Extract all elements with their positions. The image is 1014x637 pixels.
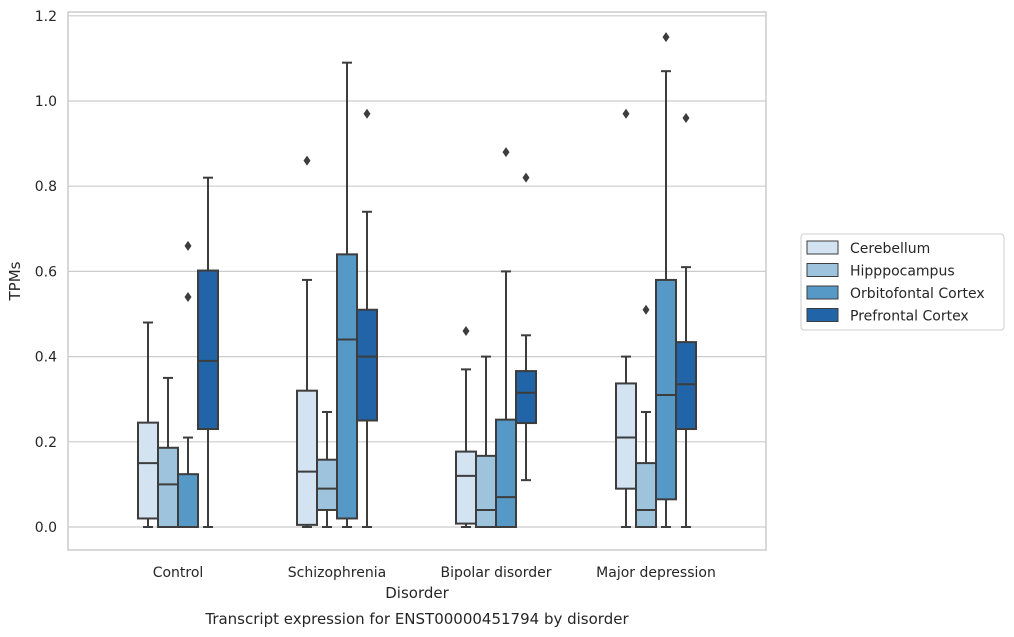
- outlier-point: [622, 108, 630, 119]
- box-iqr: [635, 462, 657, 529]
- box-cerebellum: [615, 108, 637, 528]
- box-prefrontal-cortex: [197, 176, 219, 528]
- y-tick-label: 0.0: [35, 520, 57, 536]
- box-orbitofontal-cortex: [655, 32, 677, 528]
- x-tick-label: Bipolar disorder: [440, 565, 551, 581]
- box-orbitofontal-cortex: [336, 61, 358, 528]
- outlier-point: [184, 240, 192, 251]
- x-axis-label: Disorder: [385, 584, 449, 602]
- outlier-point: [303, 155, 311, 166]
- outlier-point: [682, 113, 690, 124]
- box-iqr: [475, 454, 497, 528]
- grid-lines: [68, 15, 766, 528]
- y-tick-label: 1.2: [35, 9, 57, 25]
- box-hipppocampus: [157, 376, 179, 529]
- chart-title: Transcript expression for ENST0000045179…: [204, 610, 629, 628]
- outlier-point: [363, 108, 371, 119]
- box-iqr: [515, 370, 537, 425]
- box-iqr: [336, 253, 358, 520]
- box-layer: [137, 32, 697, 529]
- box-iqr: [296, 389, 318, 526]
- y-axis-label: TPMs: [6, 261, 24, 301]
- y-tick-label: 0.2: [35, 435, 57, 451]
- outlier-point: [502, 147, 510, 158]
- y-tick-label: 0.6: [35, 264, 57, 280]
- box-iqr: [197, 269, 219, 431]
- box-hipppocampus: [635, 304, 657, 529]
- box-iqr: [137, 421, 159, 520]
- x-tick-label: Major depression: [596, 565, 716, 581]
- outlier-point: [462, 326, 470, 337]
- legend-swatch: [806, 308, 839, 322]
- x-axis-ticks: Control Schizophrenia Bipolar disorder Majo…: [153, 565, 716, 581]
- legend-frame: [800, 233, 1005, 331]
- legend-label: Orbitofontal Cortex: [850, 286, 985, 302]
- legend-swatch: [806, 285, 839, 300]
- legend-label: Prefrontal Cortex: [850, 309, 969, 325]
- y-tick-label: 0.4: [35, 350, 57, 366]
- box-prefrontal-cortex: [675, 113, 697, 528]
- x-tick-label: Control: [153, 565, 204, 581]
- outlier-point: [522, 172, 530, 183]
- legend-swatch: [806, 240, 839, 255]
- plot-area: [67, 11, 767, 551]
- box-hipppocampus: [316, 410, 338, 528]
- legend: Cerebellum Hipppocampus Orbitofontal Corte…: [800, 233, 1005, 331]
- y-tick-label: 1.0: [35, 94, 57, 110]
- box-iqr: [356, 308, 378, 422]
- y-tick-label: 0.8: [35, 179, 57, 195]
- box-cerebellum: [296, 155, 318, 528]
- box-iqr: [615, 382, 637, 490]
- outlier-point: [184, 291, 192, 302]
- box-iqr: [455, 450, 477, 525]
- x-tick-label: Schizophrenia: [288, 565, 386, 581]
- box-prefrontal-cortex: [356, 108, 378, 528]
- box-orbitofontal-cortex: [177, 240, 199, 528]
- box-iqr: [675, 341, 697, 431]
- box-iqr: [316, 458, 338, 511]
- box-prefrontal-cortex: [515, 172, 537, 482]
- box-iqr: [495, 418, 517, 529]
- y-axis-ticks: 0.0 0.2 0.4 0.6 0.8 1.0 1.2: [35, 9, 57, 536]
- box-iqr: [177, 473, 199, 528]
- outlier-point: [662, 32, 670, 43]
- box-cerebellum: [137, 321, 159, 528]
- box-orbitofontal-cortex: [495, 147, 517, 529]
- legend-label: Hipppocampus: [850, 264, 955, 280]
- box-iqr: [655, 278, 677, 501]
- box-iqr: [157, 446, 179, 529]
- legend-swatch: [806, 263, 839, 277]
- outlier-point: [642, 304, 650, 315]
- legend-label: Cerebellum: [850, 241, 930, 257]
